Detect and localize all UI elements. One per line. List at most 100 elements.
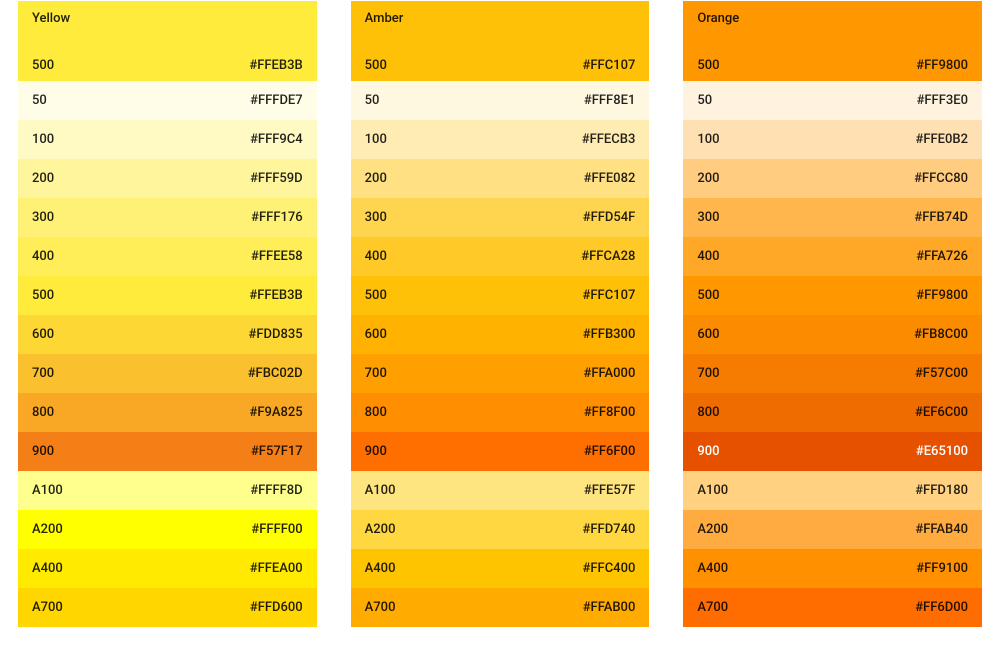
swatch-shade-label: 500: [365, 288, 387, 303]
swatch-row: 800#FF8F00: [351, 393, 650, 432]
palette-name: Amber: [365, 11, 636, 26]
swatch-shade-label: 200: [697, 171, 719, 186]
swatch-row: 300#FFF176: [18, 198, 317, 237]
primary-hex: #FFEB3B: [249, 58, 302, 73]
swatch-shade-label: 400: [32, 249, 54, 264]
swatch-hex: #FFB74D: [914, 210, 968, 225]
swatch-shade-label: 700: [365, 366, 387, 381]
swatch-hex: #F57F17: [251, 444, 303, 459]
swatch-hex: #FFA000: [584, 366, 636, 381]
swatch-hex: #FFFDE7: [250, 93, 303, 108]
swatch-row: A100#FFFF8D: [18, 471, 317, 510]
swatch-shade-label: A700: [365, 600, 396, 615]
swatch-row: A100 #FFD180: [683, 471, 982, 510]
swatch-row: 700#FBC02D: [18, 354, 317, 393]
swatch-hex: #FFD180: [915, 483, 968, 498]
swatch-list: 50#FFF8E1100#FFECB3200#FFE082300#FFD54F4…: [351, 81, 650, 627]
swatch-shade-label: A100: [365, 483, 396, 498]
swatch-row: 400 #FFEE58: [18, 237, 317, 276]
swatch-hex: #FFF9C4: [250, 132, 303, 147]
swatch-row: 900#E65100: [683, 432, 982, 471]
swatch-shade-label: 500: [697, 288, 719, 303]
swatch-hex: #FFF59D: [250, 171, 303, 186]
swatch-hex: #FFE0B2: [916, 132, 969, 147]
swatch-row: 600 #FB8C00: [683, 315, 982, 354]
swatch-hex: #FFEB3B: [249, 288, 302, 303]
swatch-row: 500 #FFC107: [351, 276, 650, 315]
swatch-hex: #FB8C00: [914, 327, 968, 342]
swatch-shade-label: 800: [697, 405, 719, 420]
swatch-row: 100 #FFE0B2: [683, 120, 982, 159]
swatch-hex: #FF6F00: [584, 444, 636, 459]
palette-amber: Amber 500 #FFC107 50#FFF8E1100#FFECB3200…: [351, 1, 650, 667]
swatch-shade-label: 400: [365, 249, 387, 264]
swatch-shade-label: 200: [32, 171, 54, 186]
swatch-hex: #FFCA28: [581, 249, 635, 264]
swatch-hex: #FF8F00: [584, 405, 636, 420]
swatch-shade-label: 900: [32, 444, 54, 459]
swatch-hex: #FFECB3: [582, 132, 636, 147]
swatch-hex: #FDD835: [249, 327, 303, 342]
swatch-hex: #FFEA00: [250, 561, 303, 576]
swatch-row: 500#FFEB3B: [18, 276, 317, 315]
swatch-shade-label: 400: [697, 249, 719, 264]
swatch-shade-label: A200: [32, 522, 63, 537]
swatch-hex: #FFEE58: [251, 249, 303, 264]
swatch-row: 50 #FFFDE7: [18, 81, 317, 120]
swatch-hex: #FFC400: [583, 561, 636, 576]
swatch-list: 50#FFF3E0100#FFE0B2200#FFCC80300#FFB74D4…: [683, 81, 982, 627]
swatch-shade-label: A400: [32, 561, 63, 576]
swatch-row: A400#FF9100: [683, 549, 982, 588]
swatch-row: 900 #F57F17: [18, 432, 317, 471]
swatch-shade-label: 600: [697, 327, 719, 342]
swatch-row: A400 #FFC400: [351, 549, 650, 588]
swatch-hex: #F57C00: [915, 366, 968, 381]
swatch-row: A200#FFAB40: [683, 510, 982, 549]
swatch-hex: #FFB300: [583, 327, 636, 342]
swatch-shade-label: 100: [32, 132, 54, 147]
swatch-row: 600 #FDD835: [18, 315, 317, 354]
swatch-row: A700 #FFAB00: [351, 588, 650, 627]
swatch-hex: #FFCC80: [914, 171, 968, 186]
swatch-hex: #F9A825: [249, 405, 302, 420]
palette-header: Yellow 500 #FFEB3B: [18, 1, 317, 81]
primary-hex: #FFC107: [583, 58, 636, 73]
swatch-row: 100 #FFECB3: [351, 120, 650, 159]
swatch-shade-label: 300: [697, 210, 719, 225]
swatch-row: 500#FF9800: [683, 276, 982, 315]
swatch-row: 800#F9A825: [18, 393, 317, 432]
swatch-shade-label: 100: [697, 132, 719, 147]
swatch-row: 800#EF6C00: [683, 393, 982, 432]
swatch-shade-label: A400: [365, 561, 396, 576]
swatch-shade-label: A100: [697, 483, 728, 498]
swatch-shade-label: A200: [365, 522, 396, 537]
swatch-row: 200 #FFCC80: [683, 159, 982, 198]
swatch-row: A200 #FFFF00: [18, 510, 317, 549]
swatch-shade-label: 300: [365, 210, 387, 225]
swatch-hex: #E65100: [916, 444, 968, 459]
swatch-shade-label: 600: [32, 327, 54, 342]
swatch-shade-label: 900: [365, 444, 387, 459]
swatch-shade-label: 100: [365, 132, 387, 147]
swatch-row: 200 #FFF59D: [18, 159, 317, 198]
palette-name: Yellow: [32, 11, 303, 26]
swatch-hex: #FFA726: [916, 249, 968, 264]
swatch-row: 300#FFD54F: [351, 198, 650, 237]
swatch-shade-label: A700: [697, 600, 728, 615]
swatch-hex: #FBC02D: [248, 366, 303, 381]
swatch-hex: #FFAB40: [915, 522, 968, 537]
swatch-shade-label: 50: [32, 93, 47, 108]
palette-yellow: Yellow 500 #FFEB3B 50 #FFFDE7 100 #FFF9C4 20…: [18, 1, 317, 667]
swatch-row: 900 #FF6F00: [351, 432, 650, 471]
swatch-row: A100#FFE57F: [351, 471, 650, 510]
swatch-shade-label: A100: [32, 483, 63, 498]
palette-name: Orange: [697, 11, 968, 26]
primary-shade-label: 500: [697, 58, 719, 73]
swatch-hex: #FFC107: [583, 288, 636, 303]
swatch-row: 100 #FFF9C4: [18, 120, 317, 159]
swatch-row: 600#FFB300: [351, 315, 650, 354]
swatch-hex: #FFFF00: [251, 522, 302, 537]
color-palette-reference: Yellow 500 #FFEB3B 50 #FFFDE7 100 #FFF9C4 20…: [0, 0, 1000, 667]
swatch-hex: #FFAB00: [583, 600, 636, 615]
swatch-row: 200#FFE082: [351, 159, 650, 198]
